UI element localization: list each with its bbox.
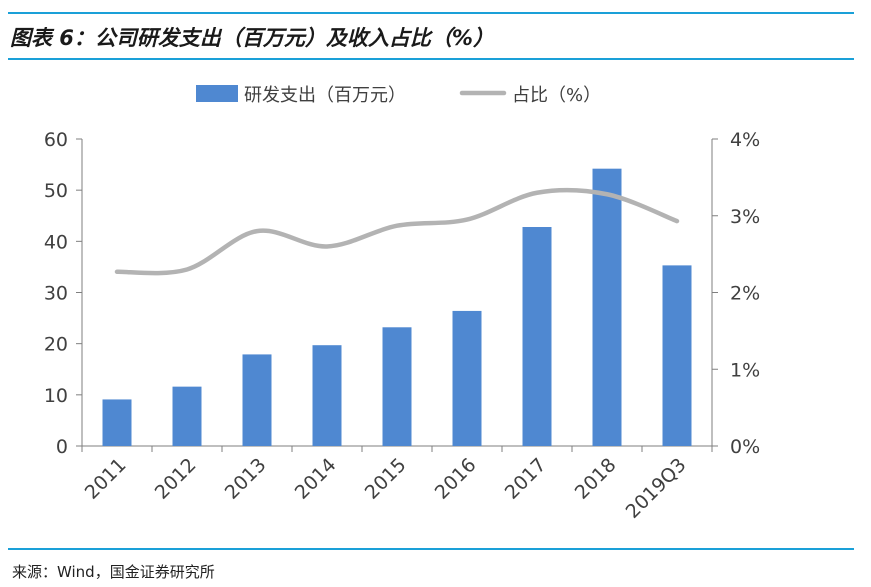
bottom-rule [8, 548, 854, 550]
x-tick-label: 2015 [361, 454, 411, 504]
y2-tick-label: 0% [730, 436, 760, 458]
y-tick-label: 10 [44, 385, 68, 407]
ratio-line [114, 187, 680, 276]
legend-label-bar: 研发支出（百万元） [244, 85, 406, 106]
y-tick-label: 30 [44, 283, 68, 305]
bar [242, 354, 272, 446]
x-tick-label: 2013 [221, 454, 271, 504]
y2-tick-label: 4% [730, 129, 760, 151]
chart-title: 图表 6：公司研发支出（百万元）及收入占比（%） [10, 26, 494, 50]
bar [102, 399, 132, 446]
x-tick-label: 2018 [571, 454, 621, 504]
title-underline [8, 58, 854, 60]
x-tick-label: 2019Q3 [622, 454, 691, 523]
bar [662, 265, 692, 446]
bar [522, 227, 552, 446]
y-tick-label: 40 [44, 231, 68, 253]
y-tick-label: 20 [44, 334, 68, 356]
bar [452, 310, 482, 446]
x-tick-label: 2017 [501, 454, 551, 504]
x-tick-label: 2014 [291, 454, 341, 504]
legend-label-line: 占比（%） [512, 85, 601, 106]
source-note: 来源：Wind，国金证券研究所 [12, 563, 215, 581]
y2-tick-label: 1% [730, 359, 760, 381]
x-tick-label: 2011 [81, 454, 131, 504]
y2-tick-label: 2% [730, 283, 760, 305]
bar [382, 327, 412, 446]
y-tick-label: 0 [56, 436, 68, 458]
x-tick-label: 2012 [151, 454, 201, 504]
legend-swatch-bar [196, 85, 238, 102]
bar [312, 345, 342, 446]
x-tick-label: 2016 [431, 454, 481, 504]
top-rule [8, 12, 854, 14]
bar [592, 168, 622, 446]
bar [172, 386, 202, 446]
y-tick-label: 60 [44, 129, 68, 151]
y2-tick-label: 3% [730, 206, 760, 228]
y-tick-label: 50 [44, 180, 68, 202]
